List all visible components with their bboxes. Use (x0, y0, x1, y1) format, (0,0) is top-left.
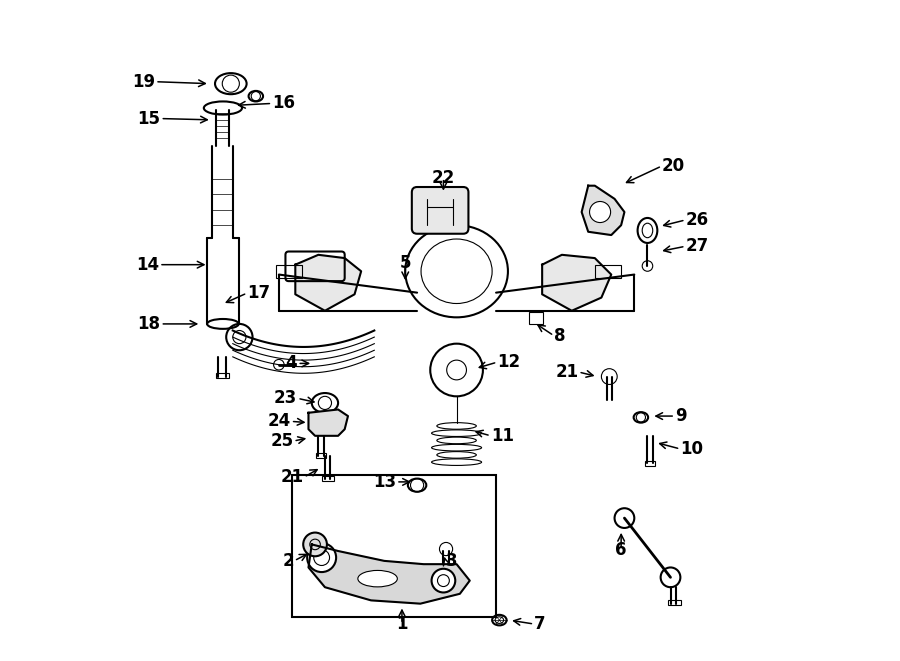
Polygon shape (295, 254, 361, 311)
Bar (316, 453, 327, 458)
Bar (529, 312, 544, 324)
Text: 23: 23 (274, 389, 297, 407)
Text: 27: 27 (686, 237, 709, 255)
Text: 7: 7 (535, 615, 546, 633)
Circle shape (303, 533, 327, 557)
Text: 19: 19 (132, 73, 155, 91)
Text: 20: 20 (662, 157, 685, 175)
Circle shape (432, 568, 455, 592)
Text: 21: 21 (281, 468, 304, 486)
Text: 11: 11 (491, 427, 514, 445)
Text: 3: 3 (446, 552, 457, 570)
Text: 15: 15 (138, 110, 160, 128)
Text: 6: 6 (616, 541, 627, 559)
Text: 17: 17 (248, 284, 270, 302)
Polygon shape (309, 409, 348, 436)
FancyBboxPatch shape (412, 187, 468, 234)
Bar (275, 264, 302, 278)
Text: 25: 25 (270, 432, 293, 450)
Text: 22: 22 (432, 169, 455, 187)
Circle shape (307, 543, 336, 572)
Text: 16: 16 (273, 95, 295, 112)
Bar (322, 476, 334, 481)
Bar (292, 475, 496, 617)
Text: 21: 21 (555, 363, 579, 381)
Text: 26: 26 (686, 211, 709, 229)
Text: 8: 8 (554, 327, 565, 345)
Polygon shape (309, 545, 470, 603)
Text: 13: 13 (373, 473, 396, 491)
Text: 14: 14 (136, 256, 159, 274)
Bar (644, 461, 655, 466)
Bar (216, 373, 230, 378)
Text: 24: 24 (267, 412, 291, 430)
Circle shape (590, 202, 610, 223)
Ellipse shape (358, 570, 397, 587)
Text: 5: 5 (400, 254, 411, 272)
Text: 18: 18 (138, 315, 160, 333)
Polygon shape (542, 254, 611, 311)
Text: 1: 1 (396, 615, 408, 633)
Text: 4: 4 (285, 354, 297, 372)
Text: 10: 10 (680, 440, 704, 458)
Polygon shape (581, 186, 625, 235)
Text: 2: 2 (283, 552, 294, 570)
Bar (668, 600, 681, 605)
Text: 9: 9 (675, 407, 687, 425)
Bar (595, 264, 621, 278)
Text: 12: 12 (498, 353, 520, 371)
